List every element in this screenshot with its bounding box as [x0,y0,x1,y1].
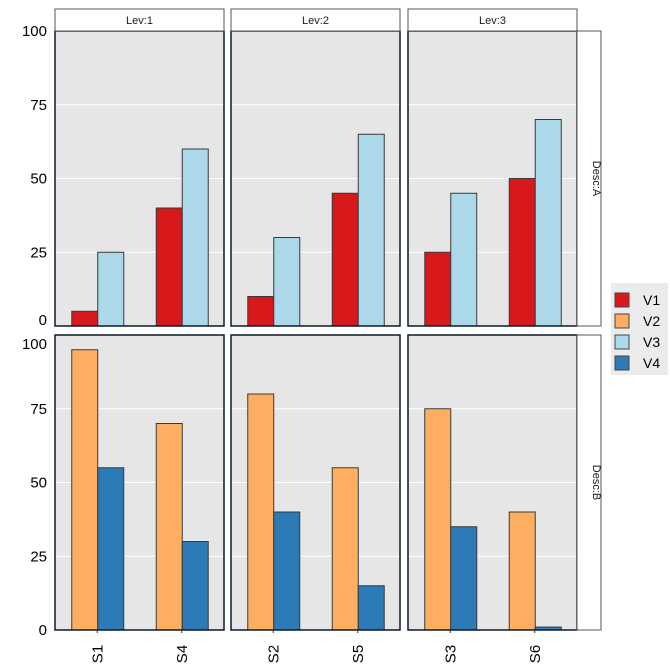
bar-s5-v4 [357,585,385,631]
legend-item-v2: V2 [614,313,660,329]
strip-label-lev-3: Lev:3 [479,15,506,27]
x-tick-label-s4: S4 [174,645,191,663]
bar-s6-v2 [508,511,536,631]
bar-s5-v2 [331,467,359,631]
bar-s3-v4 [450,526,478,631]
legend-label-v1: V1 [643,292,660,308]
panel-border [230,334,401,631]
bar-s2-v3 [273,237,301,327]
x-tick-label-s5: S5 [350,645,367,663]
y-axis: 0 25 50 75 100 0 25 50 75 100 [22,23,47,639]
bar-s3-v2 [424,408,452,631]
panel-desc-b-lev-1 [54,334,225,631]
facet-strips: Lev:1 Lev:2 Lev:3 Desc:A Desc:B [54,8,602,631]
bar-s2-v4 [273,511,301,631]
legend-key-v1 [614,292,630,308]
bar-s4-v3 [181,148,209,327]
strip-box [230,8,401,32]
bar-s4-v4 [181,541,209,631]
y-tick-label-25: 25 [30,244,47,261]
y-tick-label-0: 0 [39,622,47,639]
panel-desc-a-lev-2 [230,30,401,327]
panel-desc-a-lev-3 [407,30,578,327]
bar-s1-v2 [71,349,99,631]
x-axis: S1 S4 S2 S5 S3 S6 [89,630,544,663]
bar-s1-v1 [71,310,99,327]
strip-box [576,30,602,327]
x-tick-label-s3: S3 [442,645,459,663]
legend-item-v1: V1 [614,292,660,308]
legend-key-v3 [614,334,630,350]
strip-label-desc-b: Desc:B [590,465,602,500]
y-tick-label-100: 100 [22,23,47,40]
x-tick-label-s1: S1 [89,645,106,663]
legend-label-v4: V4 [643,355,660,371]
bar-s2-v2 [247,393,275,631]
strip-label-desc-a: Desc:A [590,161,602,197]
panel-desc-b-lev-3 [407,334,578,631]
bar-s1-v3 [97,251,125,327]
legend-item-v4: V4 [614,355,660,371]
panels-layer [54,30,578,631]
panel-desc-a-lev-1 [54,30,225,327]
bar-s1-v4 [97,467,125,631]
bar-s3-v3 [450,192,478,327]
x-tick-label-s2: S2 [265,645,282,663]
y-tick-label-100: 100 [22,336,47,353]
y-tick-label-0: 0 [39,312,47,329]
legend-key-v2 [614,313,630,329]
y-tick-label-75: 75 [30,401,47,418]
strip-box [407,8,578,32]
legend-item-v3: V3 [614,334,660,350]
strip-label-lev-2: Lev:2 [302,15,329,27]
bar-s4-v2 [155,423,183,631]
strip-box [576,334,602,631]
x-tick-label-s6: S6 [527,645,544,663]
legend-label-v3: V3 [643,334,660,350]
bar-s5-v1 [331,192,359,327]
bar-s4-v1 [155,207,183,327]
strip-label-lev-1: Lev:1 [126,15,153,27]
y-tick-label-25: 25 [30,548,47,565]
strip-box [54,8,225,32]
panel-border [54,334,225,631]
y-tick-label-50: 50 [30,171,47,188]
panel-desc-b-lev-2 [230,334,401,631]
bar-s6-v1 [508,178,536,327]
y-tick-label-75: 75 [30,97,47,114]
legend-key-v4 [614,355,630,371]
bar-s2-v1 [247,296,275,327]
bar-s6-v3 [534,119,562,327]
bar-s5-v3 [357,133,385,327]
legend-label-v2: V2 [643,313,660,329]
legend: V1 V2 V3 V4 [611,283,668,375]
bar-s3-v1 [424,251,452,327]
y-tick-label-50: 50 [30,475,47,492]
